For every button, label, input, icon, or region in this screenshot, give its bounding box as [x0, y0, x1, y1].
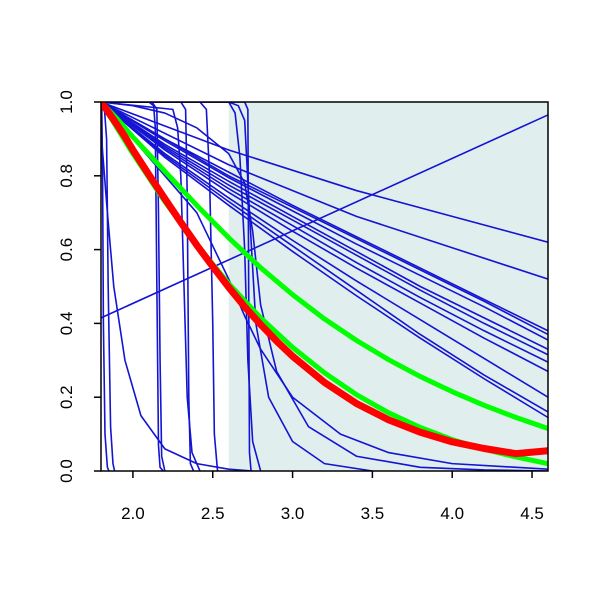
series-line: [101, 102, 548, 280]
y-axis: 0.0 0.2 0.4 0.6 0.8 1.0: [57, 90, 101, 483]
main-line: [101, 102, 548, 458]
series-line: [101, 102, 548, 413]
series-line: [101, 102, 262, 471]
x-tick-label: 3.5: [361, 504, 385, 523]
x-tick-label: 4.0: [440, 504, 464, 523]
series-line: [101, 102, 548, 243]
series-line: [101, 102, 166, 471]
x-tick-label: 4.5: [520, 504, 544, 523]
series-line: [101, 102, 548, 398]
shaded-region: [228, 102, 548, 471]
series-line: [101, 102, 548, 471]
x-axis: 2.0 2.5 3.0 3.5 4.0 4.5: [121, 471, 544, 523]
series-line: [101, 114, 548, 319]
y-tick-label: 1.0: [57, 90, 76, 114]
y-tick-label: 0.4: [57, 312, 76, 336]
series-line: [101, 102, 548, 341]
y-tick-label: 0.0: [57, 459, 76, 483]
y-tick-label: 0.6: [57, 238, 76, 262]
y-tick-label: 0.2: [57, 385, 76, 409]
series-line: [101, 102, 252, 471]
series-line: [101, 102, 110, 471]
series-line: [101, 102, 219, 471]
plot-frame: [100, 101, 549, 472]
series-line: [101, 102, 201, 471]
series-line: [101, 131, 253, 471]
series-line: [101, 102, 548, 470]
series-line: [101, 102, 373, 471]
bound-line: [101, 102, 548, 431]
series-line: [101, 102, 548, 356]
series-line: [101, 102, 548, 350]
series-line: [101, 102, 548, 336]
y-tick-label: 0.8: [57, 164, 76, 188]
series-line: [101, 102, 548, 363]
series-line: [101, 102, 548, 373]
plot-area: [101, 102, 548, 471]
x-tick-label: 2.5: [201, 504, 225, 523]
series-line: [101, 102, 548, 419]
x-tick-label: 3.0: [281, 504, 305, 523]
x-tick-label: 2.0: [121, 504, 145, 523]
